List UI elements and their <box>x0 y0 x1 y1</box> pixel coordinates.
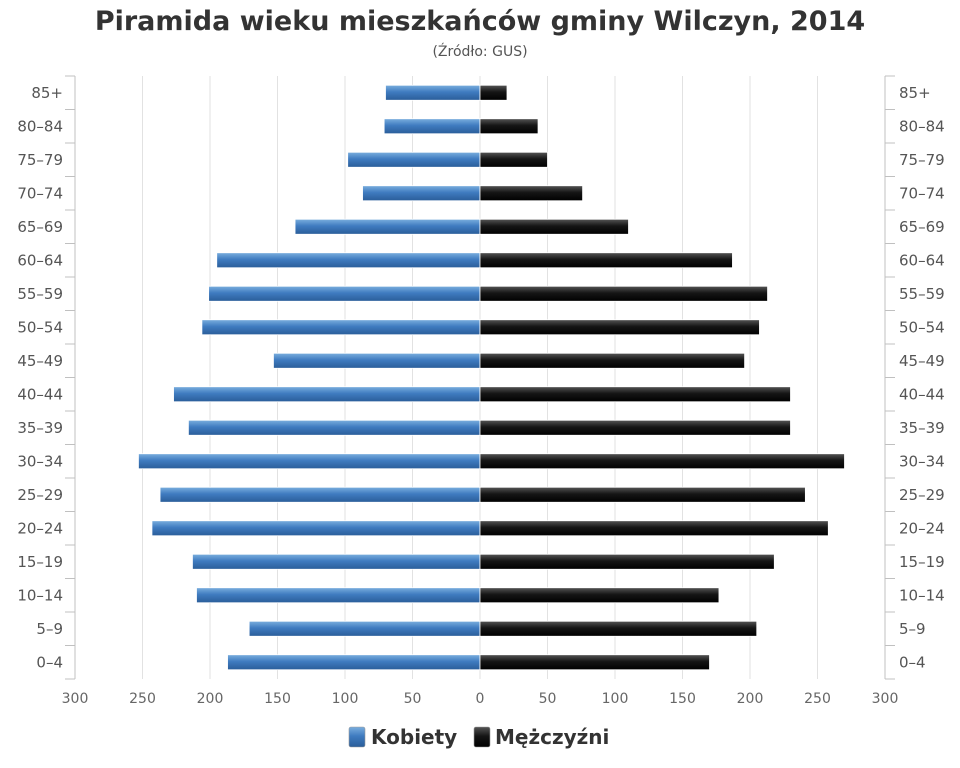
bar-kobiety[interactable] <box>385 84 481 101</box>
bar-kobiety[interactable] <box>362 185 481 202</box>
category-label-left: 20–24 <box>17 519 63 537</box>
bar-kobiety[interactable] <box>173 386 481 403</box>
bar-kobiety[interactable] <box>196 587 481 604</box>
bar-mezczyzni[interactable] <box>479 486 806 503</box>
bar-mezczyzni[interactable] <box>479 151 548 168</box>
x-tick-label: 0 <box>476 691 485 707</box>
category-label-right: 40–44 <box>899 385 945 403</box>
category-label-right: 85+ <box>899 84 931 102</box>
bar-mezczyzni[interactable] <box>479 453 845 470</box>
category-label-left: 50–54 <box>17 318 63 336</box>
category-label-left: 45–49 <box>17 352 63 370</box>
category-label-right: 30–34 <box>899 452 945 470</box>
x-tick-label: 50 <box>539 691 557 707</box>
category-label-right: 10–14 <box>899 586 945 604</box>
x-tick-label: 200 <box>197 691 224 707</box>
x-tick-label: 250 <box>129 691 156 707</box>
category-label-left: 25–29 <box>17 486 63 504</box>
bar-mezczyzni[interactable] <box>479 319 760 336</box>
category-label-left: 70–74 <box>17 184 63 202</box>
category-label-left: 85+ <box>31 84 63 102</box>
x-tick-label: 100 <box>332 691 359 707</box>
bar-mezczyzni[interactable] <box>479 654 710 671</box>
category-label-right: 0–4 <box>899 653 926 671</box>
category-label-left: 15–19 <box>17 553 63 571</box>
category-label-left: 5–9 <box>36 620 63 638</box>
x-tick-label: 150 <box>669 691 696 707</box>
category-label-left: 0–4 <box>36 653 63 671</box>
category-label-right: 55–59 <box>899 285 945 303</box>
category-label-left: 65–69 <box>17 218 63 236</box>
category-label-left: 75–79 <box>17 151 63 169</box>
bar-kobiety[interactable] <box>151 520 481 537</box>
bar-kobiety[interactable] <box>347 151 481 168</box>
bar-kobiety[interactable] <box>201 319 481 336</box>
bar-mezczyzni[interactable] <box>479 252 733 269</box>
category-label-right: 65–69 <box>899 218 945 236</box>
bar-kobiety[interactable] <box>248 620 481 637</box>
bar-mezczyzni[interactable] <box>479 218 629 235</box>
bar-mezczyzni[interactable] <box>479 118 539 135</box>
bar-mezczyzni[interactable] <box>479 84 508 101</box>
bar-mezczyzni[interactable] <box>479 620 758 637</box>
bar-kobiety[interactable] <box>138 453 481 470</box>
category-label-right: 75–79 <box>899 151 945 169</box>
bar-mezczyzni[interactable] <box>479 520 829 537</box>
bar-mezczyzni[interactable] <box>479 352 746 369</box>
chart-subtitle: (Źródło: GUS) <box>432 44 528 60</box>
category-label-right: 35–39 <box>899 419 945 437</box>
bar-kobiety[interactable] <box>192 553 481 570</box>
bar-mezczyzni[interactable] <box>479 587 720 604</box>
bar-mezczyzni[interactable] <box>479 386 791 403</box>
category-label-left: 30–34 <box>17 452 63 470</box>
bar-mezczyzni[interactable] <box>479 419 791 436</box>
legend-label[interactable]: Kobiety <box>371 725 457 749</box>
bar-kobiety[interactable] <box>216 252 481 269</box>
bar-kobiety[interactable] <box>273 352 481 369</box>
bar-kobiety[interactable] <box>294 218 481 235</box>
bar-kobiety[interactable] <box>159 486 481 503</box>
category-label-left: 55–59 <box>17 285 63 303</box>
x-tick-label: 300 <box>872 691 899 707</box>
legend-symbol[interactable] <box>473 726 491 748</box>
bar-mezczyzni[interactable] <box>479 553 775 570</box>
category-label-right: 50–54 <box>899 318 945 336</box>
category-label-right: 20–24 <box>899 519 945 537</box>
legend-label[interactable]: Mężczyźni <box>495 725 609 749</box>
category-label-left: 60–64 <box>17 251 63 269</box>
legend-symbol[interactable] <box>348 726 366 748</box>
category-label-left: 80–84 <box>17 117 63 135</box>
chart-title: Piramida wieku mieszkańców gminy Wilczyn… <box>94 6 866 37</box>
x-tick-label: 250 <box>804 691 831 707</box>
bar-mezczyzni[interactable] <box>479 185 583 202</box>
category-label-right: 5–9 <box>899 620 926 638</box>
category-label-left: 35–39 <box>17 419 63 437</box>
category-label-right: 80–84 <box>899 117 945 135</box>
bar-mezczyzni[interactable] <box>479 285 768 302</box>
x-tick-label: 150 <box>264 691 291 707</box>
bar-kobiety[interactable] <box>187 419 481 436</box>
category-label-right: 15–19 <box>899 553 945 571</box>
category-label-right: 60–64 <box>899 251 945 269</box>
category-label-left: 10–14 <box>17 586 63 604</box>
bar-kobiety[interactable] <box>227 654 481 671</box>
category-label-left: 40–44 <box>17 385 63 403</box>
x-tick-label: 50 <box>404 691 422 707</box>
category-label-right: 45–49 <box>899 352 945 370</box>
x-tick-label: 300 <box>62 691 89 707</box>
category-label-right: 25–29 <box>899 486 945 504</box>
bar-kobiety[interactable] <box>208 285 481 302</box>
category-label-right: 70–74 <box>899 184 945 202</box>
bar-kobiety[interactable] <box>383 118 481 135</box>
x-tick-label: 200 <box>737 691 764 707</box>
x-tick-label: 100 <box>602 691 629 707</box>
